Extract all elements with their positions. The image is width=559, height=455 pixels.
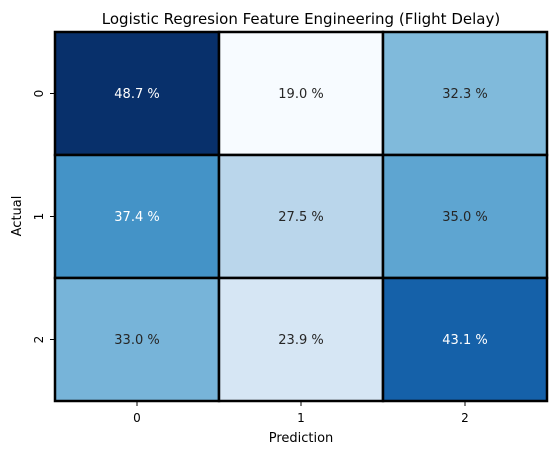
y-tick-label-2: 2 — [32, 336, 46, 344]
cell-label-1-2: 35.0 % — [442, 210, 487, 225]
x-tick-label-2: 2 — [461, 411, 469, 425]
x-tick-label-0: 0 — [133, 411, 141, 425]
cell-label-1-1: 27.5 % — [278, 210, 323, 225]
x-axis-ticks: 0 1 2 — [133, 401, 469, 425]
x-tick-label-1: 1 — [297, 411, 305, 425]
cell-label-0-0: 48.7 % — [114, 87, 159, 102]
cell-label-2-2: 43.1 % — [442, 333, 487, 348]
chart-title: Logistic Regresion Feature Engineering (… — [102, 10, 500, 28]
cell-label-2-0: 33.0 % — [114, 333, 159, 348]
y-tick-label-1: 1 — [32, 213, 46, 221]
y-tick-label-0: 0 — [32, 90, 46, 98]
y-axis-ticks: 0 1 2 — [32, 90, 55, 344]
heatmap-cells: 48.7 % 19.0 % 32.3 % 37.4 % 27.5 % 35.0 % 33.0… — [55, 32, 547, 401]
cell-label-2-1: 23.9 % — [278, 333, 323, 348]
y-axis-label: Actual — [10, 196, 25, 237]
x-axis-label: Prediction — [269, 431, 334, 446]
cell-label-1-0: 37.4 % — [114, 210, 159, 225]
cell-label-0-2: 32.3 % — [442, 87, 487, 102]
cell-label-0-1: 19.0 % — [278, 87, 323, 102]
